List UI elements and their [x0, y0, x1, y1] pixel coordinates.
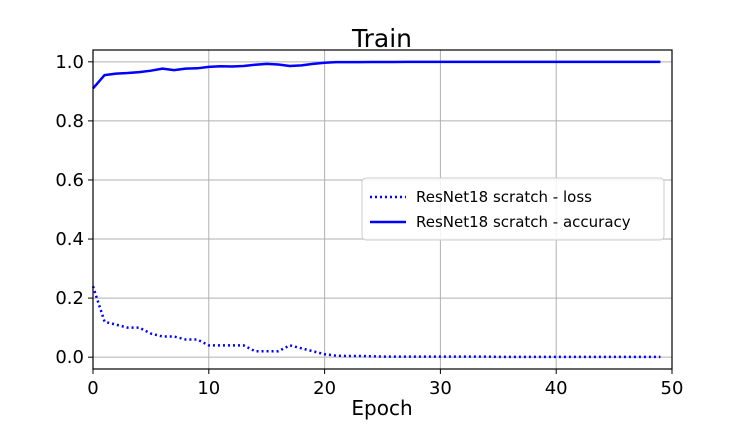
chart-title: Train — [351, 24, 412, 53]
x-tick-label: 0 — [87, 378, 98, 399]
series-line-accuracy — [92, 60, 661, 90]
x-tick-label: 30 — [429, 378, 452, 399]
x-axis-label: Epoch — [351, 396, 412, 420]
series-lines — [91, 60, 661, 359]
y-tick-label: 0.0 — [55, 347, 84, 368]
x-tick-label: 20 — [313, 378, 336, 399]
legend-box — [361, 177, 665, 241]
x-tick-label: 50 — [661, 378, 684, 399]
y-tick-label: 0.6 — [55, 170, 84, 191]
y-tick-labels: 0.0 0.2 0.4 0.6 0.8 1.0 — [55, 52, 84, 368]
legend-label-accuracy: ResNet18 scratch - accuracy — [416, 213, 631, 231]
y-tick-label: 0.4 — [55, 229, 84, 250]
x-tick-label: 10 — [197, 378, 220, 399]
series-line-loss — [91, 285, 661, 359]
x-tick-label: 40 — [545, 378, 568, 399]
x-tick-labels: 0 10 20 30 40 50 — [87, 378, 683, 399]
legend: ResNet18 scratch - loss ResNet18 scratch… — [361, 177, 665, 241]
y-tick-label: 0.8 — [55, 111, 84, 132]
legend-label-loss: ResNet18 scratch - loss — [416, 188, 592, 206]
y-tick-label: 1.0 — [55, 52, 84, 73]
plot-frame — [92, 49, 673, 370]
y-tick-label: 0.2 — [55, 288, 84, 309]
